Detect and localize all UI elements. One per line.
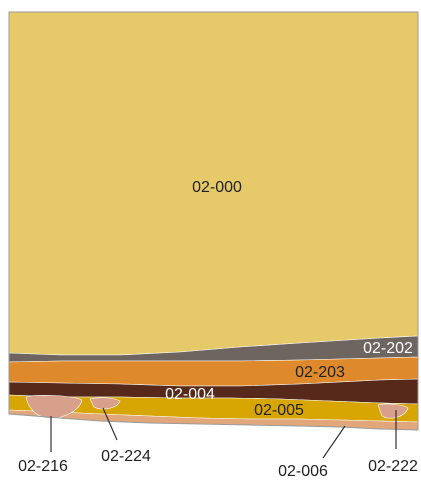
leader-02-006 [322, 425, 346, 459]
label-02-222: 02-222 [368, 458, 418, 475]
label-02-000: 02-000 [192, 179, 242, 196]
label-02-005: 02-005 [254, 402, 304, 419]
label-02-004: 02-004 [165, 386, 215, 403]
label-02-202: 02-202 [363, 340, 413, 357]
feature-02-224 [89, 397, 121, 410]
leader-02-224 [102, 407, 118, 441]
section-outline [8, 11, 419, 431]
feature-02-222 [377, 403, 409, 419]
feature-02-216 [25, 395, 83, 419]
label-02-224: 02-224 [101, 448, 151, 465]
label-02-216: 02-216 [18, 458, 68, 475]
label-02-203: 02-203 [295, 364, 345, 381]
label-02-006: 02-006 [278, 463, 328, 480]
